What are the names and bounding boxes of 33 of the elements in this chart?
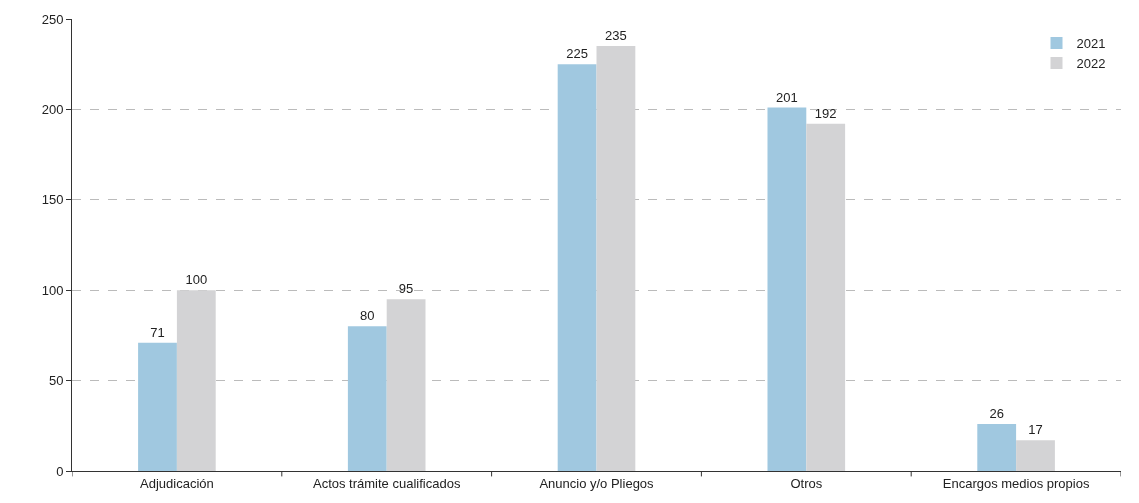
data-label: 17 [1028, 422, 1043, 438]
data-label: 26 [989, 405, 1004, 421]
legend-label: 2022 [1076, 55, 1106, 71]
x-tick-label: Actos trámite cualificados [313, 475, 461, 491]
bar [138, 342, 177, 471]
bar [557, 64, 597, 471]
y-tick-label: 150 [41, 192, 64, 208]
data-label: 80 [360, 308, 375, 324]
data-label: 95 [398, 281, 414, 297]
bar [596, 46, 636, 471]
legend-label: 2021 [1076, 36, 1106, 52]
y-tick-label: 250 [41, 11, 64, 27]
bar [767, 107, 807, 471]
x-tick-label: Adjudicación [140, 475, 214, 491]
data-label: 192 [814, 105, 837, 121]
y-tick-label: 200 [41, 101, 64, 117]
bar [386, 299, 426, 471]
x-tick-label: Otros [790, 475, 823, 491]
y-tick-label: 0 [56, 463, 64, 479]
bar [176, 290, 216, 471]
data-label: 100 [185, 272, 208, 288]
x-tick-label: Anuncio y/o Pliegos [539, 475, 655, 491]
bar [977, 423, 1017, 471]
bar [1016, 440, 1055, 471]
data-label: 71 [150, 324, 165, 340]
data-label: 225 [566, 46, 588, 62]
data-label: 201 [776, 89, 798, 105]
bar [806, 123, 846, 471]
data-label: 235 [605, 28, 627, 44]
bar [347, 326, 387, 471]
y-tick-label: 100 [41, 282, 64, 298]
x-tick-label: Encargos medios propios [942, 475, 1090, 491]
y-tick-label: 50 [48, 373, 64, 389]
